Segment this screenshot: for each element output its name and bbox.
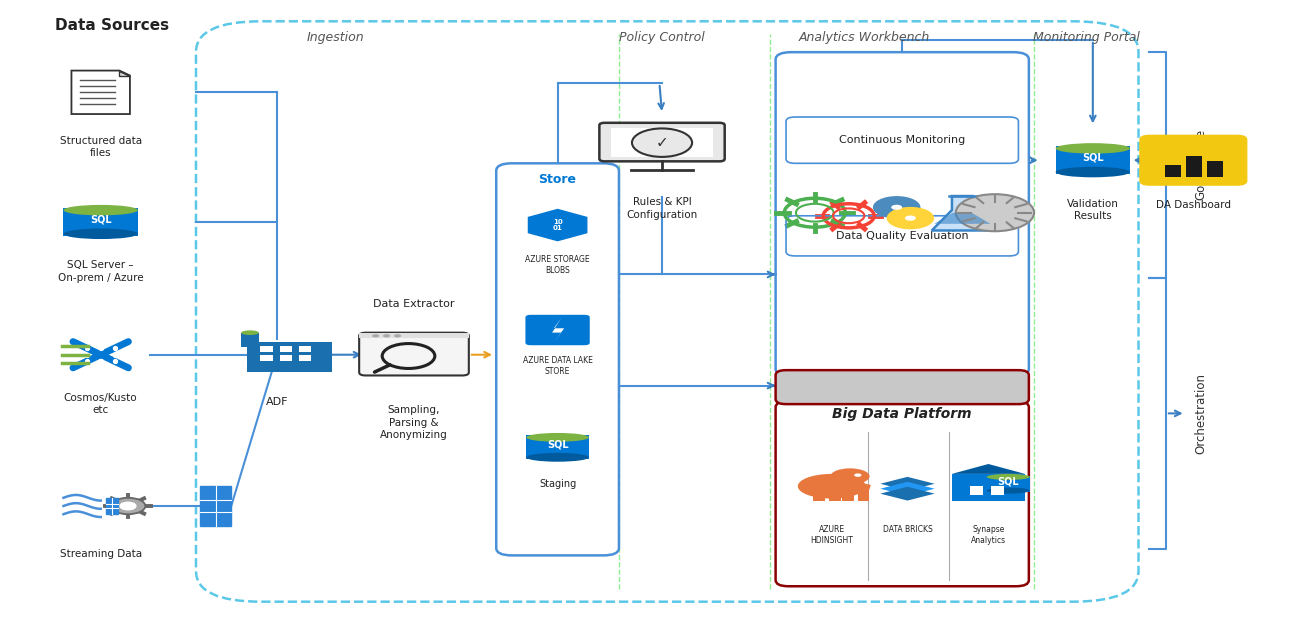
Text: Data Quality Evaluation: Data Quality Evaluation	[836, 231, 969, 241]
Circle shape	[886, 207, 935, 229]
Circle shape	[905, 216, 916, 221]
Text: Big Data Platform: Big Data Platform	[832, 407, 971, 421]
FancyBboxPatch shape	[299, 346, 311, 352]
Text: Spark Engine: Spark Engine	[852, 381, 952, 394]
Text: Monitoring Portal: Monitoring Portal	[1033, 31, 1139, 44]
Circle shape	[395, 334, 401, 338]
FancyBboxPatch shape	[776, 370, 1029, 404]
Polygon shape	[119, 70, 130, 75]
Circle shape	[632, 128, 692, 157]
Ellipse shape	[526, 453, 589, 462]
Text: 10
01: 10 01	[553, 219, 562, 231]
FancyBboxPatch shape	[279, 356, 292, 361]
Text: SQL: SQL	[1082, 153, 1104, 163]
FancyBboxPatch shape	[261, 346, 273, 352]
Ellipse shape	[1055, 143, 1130, 154]
Circle shape	[891, 205, 902, 210]
FancyBboxPatch shape	[1139, 135, 1247, 186]
FancyBboxPatch shape	[359, 333, 469, 376]
Text: SQL: SQL	[547, 440, 569, 450]
Polygon shape	[552, 318, 564, 342]
Circle shape	[372, 334, 379, 338]
Text: Analytics Workbench: Analytics Workbench	[798, 31, 929, 44]
Ellipse shape	[241, 330, 258, 335]
Text: ADF: ADF	[266, 397, 288, 407]
Text: SQL: SQL	[90, 214, 111, 224]
Text: AZURE
HDINSIGHT: AZURE HDINSIGHT	[810, 525, 853, 545]
Ellipse shape	[63, 205, 138, 216]
Text: DA Dashboard: DA Dashboard	[1156, 201, 1231, 211]
FancyBboxPatch shape	[829, 490, 840, 501]
FancyBboxPatch shape	[1206, 161, 1223, 177]
Text: SQL Server –
On-prem / Azure: SQL Server – On-prem / Azure	[58, 260, 143, 283]
Text: Rules & KPI
Configuration: Rules & KPI Configuration	[627, 197, 697, 220]
Ellipse shape	[987, 474, 1029, 480]
FancyBboxPatch shape	[199, 486, 231, 526]
Text: Validation
Results: Validation Results	[1067, 199, 1118, 221]
Polygon shape	[932, 196, 992, 231]
FancyBboxPatch shape	[952, 474, 1025, 501]
FancyBboxPatch shape	[842, 490, 853, 501]
Text: SQL: SQL	[998, 477, 1019, 487]
Ellipse shape	[830, 468, 869, 485]
Ellipse shape	[798, 474, 865, 498]
Circle shape	[121, 502, 136, 510]
Circle shape	[956, 194, 1034, 231]
Circle shape	[110, 498, 146, 514]
Text: Staging: Staging	[539, 480, 577, 490]
FancyBboxPatch shape	[63, 208, 138, 236]
FancyBboxPatch shape	[970, 486, 983, 495]
Polygon shape	[880, 477, 935, 491]
FancyBboxPatch shape	[241, 333, 258, 347]
FancyBboxPatch shape	[1185, 156, 1202, 177]
FancyBboxPatch shape	[611, 128, 713, 158]
FancyBboxPatch shape	[599, 123, 725, 161]
Polygon shape	[880, 487, 935, 500]
Text: ✓: ✓	[656, 135, 669, 150]
Ellipse shape	[526, 433, 589, 442]
Polygon shape	[933, 212, 991, 224]
FancyBboxPatch shape	[1164, 164, 1181, 177]
Ellipse shape	[987, 488, 1029, 493]
FancyBboxPatch shape	[359, 333, 469, 338]
Ellipse shape	[63, 229, 138, 239]
FancyBboxPatch shape	[987, 475, 1029, 492]
Text: Data Sources: Data Sources	[55, 18, 169, 33]
FancyBboxPatch shape	[299, 356, 311, 361]
Text: DATA BRICKS: DATA BRICKS	[882, 525, 932, 533]
Text: Cosmos/Kusto
etc: Cosmos/Kusto etc	[64, 393, 138, 416]
Ellipse shape	[1055, 167, 1130, 178]
Text: Synapse
Analytics: Synapse Analytics	[971, 525, 1006, 545]
Polygon shape	[952, 464, 1025, 474]
FancyBboxPatch shape	[261, 356, 273, 361]
FancyBboxPatch shape	[813, 490, 825, 501]
FancyBboxPatch shape	[246, 342, 332, 371]
Text: Governance: Governance	[1194, 130, 1207, 201]
Text: Orchestration: Orchestration	[1194, 373, 1207, 454]
Text: AZURE DATA LAKE
STORE: AZURE DATA LAKE STORE	[523, 356, 593, 376]
Text: Ingestion: Ingestion	[307, 31, 364, 44]
Polygon shape	[855, 483, 871, 492]
FancyBboxPatch shape	[279, 346, 292, 352]
FancyBboxPatch shape	[1055, 146, 1130, 174]
Text: Data Extractor: Data Extractor	[374, 299, 455, 309]
Text: AZURE STORAGE
BLOBS: AZURE STORAGE BLOBS	[526, 255, 590, 275]
FancyBboxPatch shape	[857, 490, 869, 501]
Text: Continuous Monitoring: Continuous Monitoring	[839, 135, 965, 145]
FancyBboxPatch shape	[526, 435, 589, 459]
Text: Store: Store	[539, 173, 577, 186]
Text: Streaming Data: Streaming Data	[59, 549, 142, 559]
Text: Sampling,
Parsing &
Anonymizing: Sampling, Parsing & Anonymizing	[380, 406, 448, 440]
Circle shape	[383, 334, 391, 338]
FancyBboxPatch shape	[526, 315, 590, 345]
Polygon shape	[71, 70, 130, 114]
Polygon shape	[880, 482, 935, 496]
Circle shape	[873, 196, 920, 219]
FancyBboxPatch shape	[991, 486, 1004, 495]
Text: Policy Control: Policy Control	[619, 31, 705, 44]
FancyBboxPatch shape	[106, 498, 118, 513]
Circle shape	[855, 473, 861, 477]
Text: Structured data
files: Structured data files	[59, 136, 142, 158]
Polygon shape	[528, 209, 587, 241]
